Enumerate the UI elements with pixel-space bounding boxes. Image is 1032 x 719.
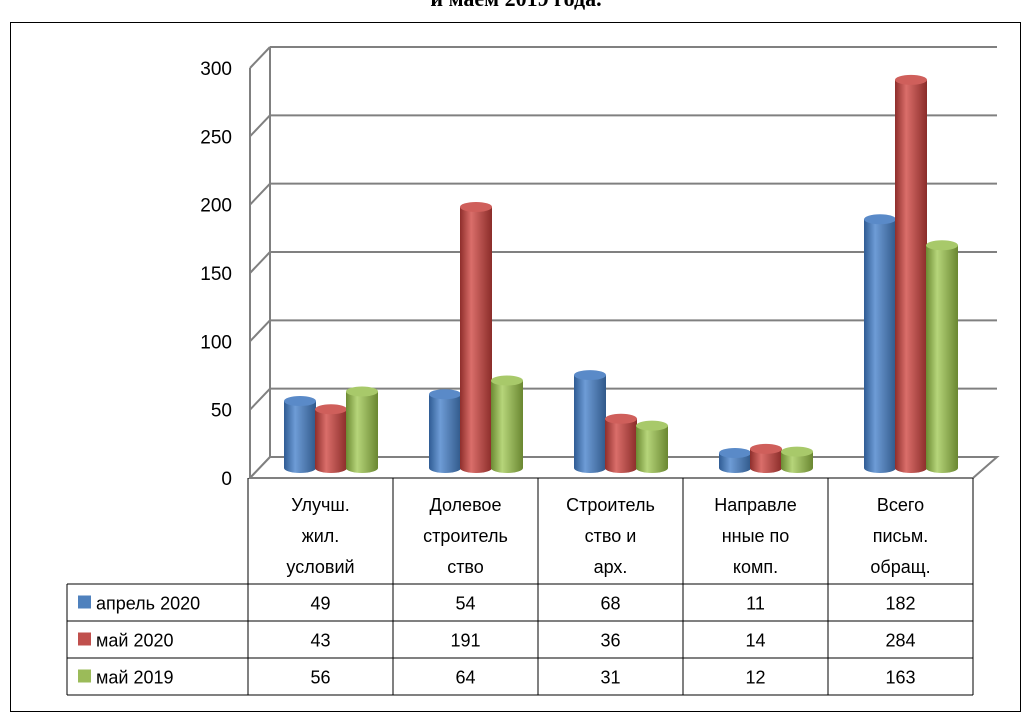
- bar-4-0: [864, 214, 896, 473]
- legend-series-name: май 2020: [96, 631, 173, 651]
- bar-body: [284, 401, 316, 473]
- bar-cap: [284, 396, 316, 407]
- category-label: жил.: [302, 526, 340, 546]
- bar-cap: [315, 404, 347, 415]
- bar-body: [636, 425, 668, 473]
- gridline-side: [249, 251, 271, 274]
- bar-cap: [926, 240, 958, 251]
- bar-cap: [491, 375, 523, 386]
- bar-body: [926, 245, 958, 473]
- gridline-side: [249, 182, 271, 206]
- bar-body: [491, 380, 523, 473]
- bar-cap: [605, 413, 637, 424]
- bar-body: [346, 391, 378, 473]
- y-tick-label: 250: [200, 127, 232, 148]
- bar-cap: [719, 447, 751, 458]
- bar-cap: [574, 370, 606, 381]
- bar-body: [719, 452, 751, 473]
- data-label: 49: [310, 594, 330, 614]
- data-label: 163: [885, 668, 915, 688]
- data-label: 36: [600, 631, 620, 651]
- bar-3-1: [750, 443, 782, 473]
- bar-3-2: [781, 446, 813, 473]
- gridline-side: [249, 46, 271, 69]
- bar-body: [750, 448, 782, 473]
- bar-body: [895, 79, 927, 473]
- legend-series-name: апрель 2020: [96, 594, 200, 614]
- y-tick-label: 150: [200, 264, 232, 285]
- data-label: 56: [310, 668, 330, 688]
- category-label: Долевое: [430, 495, 502, 515]
- bar-1-0: [429, 389, 461, 473]
- legend-series-name: май 2019: [96, 668, 173, 688]
- data-label: 64: [455, 668, 475, 688]
- gridline-side: [249, 387, 271, 411]
- y-tick-label: 50: [211, 401, 232, 422]
- bar-body: [605, 418, 637, 473]
- category-label: комп.: [733, 557, 778, 577]
- data-label: 284: [885, 631, 915, 651]
- bar-0-1: [315, 404, 347, 473]
- bar-cap: [750, 443, 782, 454]
- legend-key-2: [78, 669, 91, 683]
- bar-body: [864, 219, 896, 473]
- gridline-side: [249, 114, 271, 138]
- bar-body: [460, 206, 492, 473]
- category-label: нные по: [722, 526, 790, 546]
- data-label: 182: [885, 594, 915, 614]
- category-label: обращ.: [870, 557, 930, 577]
- bar-cap: [636, 420, 668, 431]
- data-label: 11: [746, 594, 765, 614]
- data-label: 43: [310, 631, 330, 651]
- bar-cap: [460, 201, 492, 212]
- y-tick-label: 100: [200, 332, 232, 353]
- data-label: 191: [450, 631, 480, 651]
- data-label: 14: [745, 631, 765, 651]
- category-label: ство: [447, 557, 484, 577]
- bar-1-2: [491, 375, 523, 473]
- legend-key-0: [78, 595, 91, 609]
- bar-cap: [895, 74, 927, 85]
- y-tick-label: 300: [200, 59, 232, 80]
- category-label: Направле: [714, 495, 796, 515]
- bar-4-2: [926, 240, 958, 473]
- category-label: условий: [286, 557, 354, 577]
- bar-body: [781, 451, 813, 473]
- bar-1-1: [460, 201, 492, 473]
- bar-cap: [346, 386, 378, 397]
- gridline-side: [249, 319, 271, 343]
- bar-cap: [781, 446, 813, 457]
- category-label: Всего: [877, 495, 924, 515]
- y-tick-label: 200: [200, 196, 232, 217]
- bar-body: [574, 375, 606, 473]
- bar-3-0: [719, 447, 751, 473]
- category-label: Строитель: [566, 495, 655, 515]
- category-label: строитель: [423, 526, 508, 546]
- bar-cap: [429, 389, 461, 400]
- category-label: ство и: [585, 526, 637, 546]
- chart-frame: [10, 22, 1021, 712]
- bar-0-2: [346, 386, 378, 473]
- bar-4-1: [895, 74, 927, 473]
- data-label: 31: [600, 668, 620, 688]
- chart-title-fragment: и маем 2019 года.: [0, 0, 1032, 12]
- legend-key-1: [78, 632, 91, 646]
- category-label: арх.: [594, 557, 628, 577]
- bar-2-1: [605, 413, 637, 473]
- category-label: письм.: [873, 526, 929, 546]
- bar-2-2: [636, 420, 668, 473]
- y-tick-label: 0: [221, 469, 232, 490]
- bar-body: [429, 394, 461, 473]
- bar-2-0: [574, 370, 606, 473]
- category-label: Улучш.: [291, 495, 350, 515]
- bar-0-0: [284, 396, 316, 473]
- data-label: 54: [455, 594, 475, 614]
- data-label: 68: [600, 594, 620, 614]
- bar-body: [315, 409, 347, 473]
- data-label: 12: [745, 668, 765, 688]
- bar-cap: [864, 214, 896, 225]
